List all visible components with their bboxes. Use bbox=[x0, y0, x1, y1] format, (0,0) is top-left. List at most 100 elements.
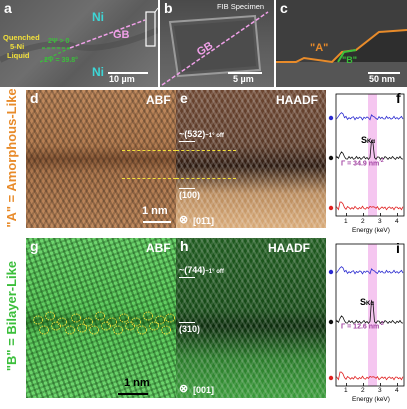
plane-tick-bottom bbox=[179, 322, 195, 323]
spectrum-trace bbox=[336, 266, 404, 275]
plane-tick-top bbox=[179, 141, 195, 142]
panel-letter: i bbox=[396, 240, 400, 256]
peak-label: SKα bbox=[360, 297, 375, 308]
bilayer-column-marker bbox=[113, 325, 123, 335]
scale-label: 5 µm bbox=[233, 74, 254, 84]
fib-box bbox=[145, 11, 156, 47]
energy-window-band bbox=[368, 94, 377, 216]
tick-2: 2 bbox=[361, 218, 365, 225]
scale-bar bbox=[143, 221, 171, 223]
x-axis-label: Energy (keV) bbox=[352, 227, 390, 234]
bilayer-column-marker bbox=[57, 317, 67, 327]
bilayer-column-marker bbox=[95, 311, 105, 321]
scale-label: 1 nm bbox=[124, 377, 150, 389]
panel-b-fib-image: b FIB Specimen GB 5 µm bbox=[160, 0, 274, 87]
series-marker bbox=[328, 155, 334, 161]
side-label-bilayer: "B" = Bilayer-Like bbox=[4, 260, 19, 372]
tick-3: 3 bbox=[378, 218, 382, 225]
zone-axis-label: [001] bbox=[193, 385, 215, 395]
panel-h-haadf-image: h HAADF ~(744)~1° off (310) ⊗ [001] bbox=[176, 238, 326, 398]
plane-label-bottom: (100) bbox=[179, 190, 201, 200]
bilayer-column-marker bbox=[131, 317, 141, 327]
bilayer-column-marker bbox=[101, 321, 111, 331]
bilayer-markers bbox=[33, 311, 175, 335]
bilayer-column-marker bbox=[149, 321, 159, 331]
spectrum-trace bbox=[336, 371, 404, 381]
panel-d-abf-image: d ABF 1 nm bbox=[26, 90, 176, 228]
plane-tick-top bbox=[179, 277, 195, 278]
quenched-label-3: Liquid bbox=[7, 51, 30, 60]
panel-a-overlay bbox=[0, 7, 158, 63]
gamma-label: Γ = 12.6 nm-2 bbox=[341, 321, 384, 331]
scale-label: 1 nm bbox=[142, 205, 168, 217]
bilayer-column-marker bbox=[143, 311, 153, 321]
series-marker bbox=[328, 375, 334, 381]
mode-label: ABF bbox=[146, 93, 171, 107]
series-marker bbox=[328, 115, 334, 121]
mode-label: ABF bbox=[146, 241, 171, 255]
x-axis-label: Energy (keV) bbox=[352, 396, 390, 403]
quenched-label: Quenched bbox=[3, 33, 40, 42]
boundary-line-bottom bbox=[176, 178, 236, 179]
side-label-amorphous: "A" = Amorphous-Like bbox=[4, 88, 19, 228]
panel-letter: c bbox=[280, 0, 288, 16]
panel-letter: b bbox=[164, 0, 173, 16]
spectrum-trace bbox=[336, 112, 404, 121]
spectrum-trace bbox=[336, 139, 404, 161]
panel-letter: h bbox=[180, 238, 189, 254]
scale-bar bbox=[368, 72, 400, 74]
tick-3: 3 bbox=[378, 387, 382, 394]
tick-1: 1 bbox=[344, 387, 348, 394]
bilayer-column-marker bbox=[65, 325, 75, 335]
mode-label: HAADF bbox=[268, 241, 310, 255]
plane-label-bottom: (310) bbox=[179, 324, 201, 334]
bilayer-column-marker bbox=[33, 315, 43, 325]
ni-label-top: Ni bbox=[92, 10, 104, 24]
bilayer-column-marker bbox=[77, 323, 87, 333]
zone-axis-symbol: ⊗ bbox=[179, 214, 189, 226]
scale-bar bbox=[118, 393, 148, 395]
bilayer-column-marker bbox=[161, 325, 171, 335]
panel-letter: f bbox=[396, 90, 401, 106]
boundary-line-top bbox=[122, 150, 176, 151]
gb-line bbox=[161, 11, 269, 86]
bilayer-column-marker bbox=[89, 325, 99, 335]
bilayer-column-marker bbox=[165, 313, 175, 323]
scale-label: 10 µm bbox=[109, 74, 135, 84]
angle-label-2: 2Ψ = 39.8° bbox=[44, 57, 78, 64]
spectrum-trace bbox=[336, 201, 404, 211]
panel-b-overlay bbox=[161, 11, 269, 86]
tick-4: 4 bbox=[395, 387, 399, 394]
tick-2: 2 bbox=[361, 387, 365, 394]
series-marker bbox=[328, 205, 334, 211]
label-b: "B" bbox=[342, 55, 358, 65]
spectrum-chart bbox=[328, 93, 405, 217]
panel-letter: g bbox=[30, 238, 39, 254]
bilayer-column-marker bbox=[83, 317, 93, 327]
label-a: "A" bbox=[310, 42, 329, 54]
spectrum-chart bbox=[328, 243, 405, 387]
zone-axis-symbol: ⊗ bbox=[179, 383, 189, 395]
scale-bar bbox=[108, 72, 148, 74]
angle-label-1: 2Ψ > 0 bbox=[48, 38, 70, 45]
bilayer-column-marker bbox=[155, 315, 165, 325]
bilayer-column-marker bbox=[39, 325, 49, 335]
bilayer-column-marker bbox=[51, 321, 61, 331]
fib-title: FIB Specimen bbox=[217, 2, 265, 11]
plane-tick-bottom bbox=[179, 188, 195, 189]
zone-axis-label: [01̄1] bbox=[193, 216, 215, 226]
plot-frame bbox=[335, 93, 405, 217]
boundary-line-top bbox=[176, 150, 236, 151]
gb-label: GB bbox=[113, 29, 130, 41]
plot-frame bbox=[335, 243, 405, 387]
panel-i-eds-spectrum: i SKα Γ = 12.6 nm-2 1 2 3 4 Energy (keV) bbox=[328, 240, 407, 406]
panel-letter: a bbox=[4, 0, 12, 16]
panel-g-abf-image: g ABF 1 nm bbox=[26, 238, 176, 398]
panel-c-overlay bbox=[276, 0, 407, 87]
panel-e-haadf-image: e HAADF ~(532)~1° off (100) ⊗ [01̄1] bbox=[176, 90, 326, 228]
plane-label-top: ~(744)~1° off bbox=[179, 265, 224, 276]
spectrum-trace bbox=[336, 299, 404, 325]
scale-bar bbox=[228, 72, 262, 74]
plane-label-top: ~(532)~1° off bbox=[179, 129, 224, 140]
